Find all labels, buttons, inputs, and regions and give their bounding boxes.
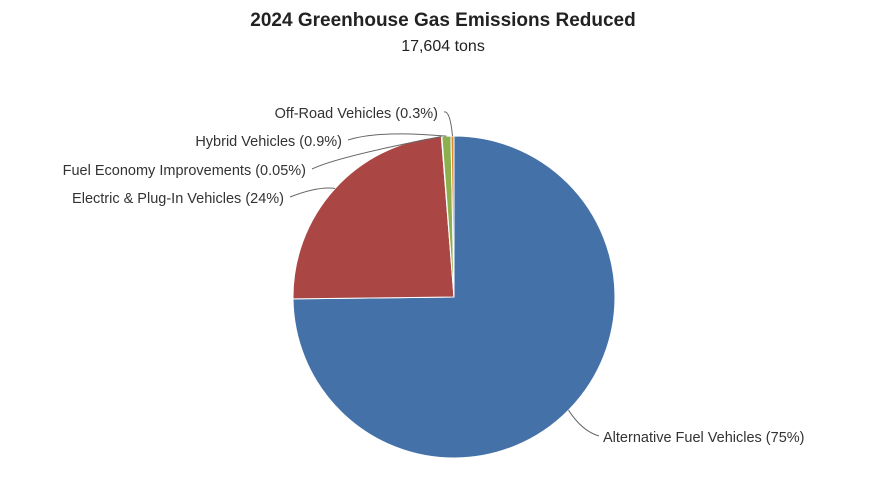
- slice-label: Fuel Economy Improvements (0.05%): [63, 163, 306, 179]
- connector-line: [311, 135, 442, 170]
- slice-label: Alternative Fuel Vehicles (75%): [603, 430, 805, 446]
- connector-line: [347, 133, 447, 141]
- slice-label: Electric & Plug-In Vehicles (24%): [72, 191, 284, 207]
- slice-label: Off-Road Vehicles (0.3%): [275, 106, 438, 122]
- chart-subtitle: 17,604 tons: [401, 38, 485, 55]
- connector-line: [443, 111, 453, 137]
- chart-title: 2024 Greenhouse Gas Emissions Reduced: [250, 10, 636, 31]
- connector-line: [568, 409, 600, 437]
- connector-line: [289, 187, 336, 198]
- pie-slice-electric-plug-in-vehicles: [292, 135, 455, 300]
- slice-label: Hybrid Vehicles (0.9%): [195, 134, 342, 150]
